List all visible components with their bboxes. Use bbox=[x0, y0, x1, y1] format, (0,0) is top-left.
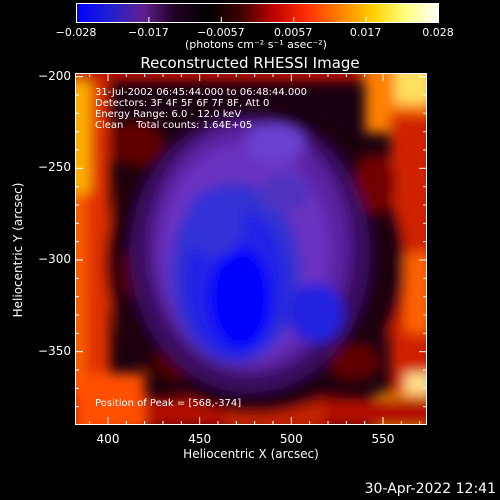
x-tick-label: 400 bbox=[96, 432, 120, 446]
colorbar bbox=[76, 3, 439, 23]
colorbar-ticks bbox=[76, 17, 439, 22]
y-tick-label: −200 bbox=[38, 68, 71, 83]
colorbar-tick-label: −0.017 bbox=[128, 26, 169, 39]
heatmap-image bbox=[75, 73, 427, 425]
info-detectors: Detectors: 3F 4F 5F 6F 7F 8F, Att 0 bbox=[95, 98, 270, 109]
info-time-range: 31-Jul-2002 06:45:44.000 to 06:48:44.000 bbox=[95, 87, 307, 98]
plot-area bbox=[75, 73, 427, 425]
x-tick-label: 500 bbox=[279, 432, 303, 446]
info-block: 31-Jul-2002 06:45:44.000 to 06:48:44.000… bbox=[95, 87, 307, 131]
y-tick-label: −250 bbox=[38, 160, 71, 175]
timestamp: 30-Apr-2022 12:41 bbox=[364, 481, 496, 497]
x-axis-title: Heliocentric X (arcsec) bbox=[183, 447, 319, 461]
colorbar-gradient bbox=[76, 3, 439, 23]
x-tick-label: 550 bbox=[371, 432, 395, 446]
plot-frame bbox=[75, 73, 427, 425]
colorbar-tick-label: 0.017 bbox=[349, 26, 382, 39]
peak-position-label: Position of Peak = [568,-374] bbox=[95, 398, 242, 409]
colorbar-unit-label: (photons cm⁻² s⁻¹ asec⁻²) bbox=[185, 38, 327, 51]
y-axis-title: Heliocentric Y (arcsec) bbox=[11, 182, 25, 318]
info-energy-range: Energy Range: 6.0 - 12.0 keV bbox=[95, 109, 242, 120]
colorbar-tick-label: −0.028 bbox=[55, 26, 97, 39]
y-tick-label: −300 bbox=[38, 252, 71, 266]
colorbar-tick-label: 0.0057 bbox=[273, 26, 313, 39]
colorbar-tick-label: 0.028 bbox=[422, 26, 454, 39]
colorbar-tick-label: −0.0057 bbox=[196, 26, 245, 39]
x-tick-label: 450 bbox=[188, 432, 212, 446]
y-tick-label: −350 bbox=[38, 343, 71, 358]
axis-ticks bbox=[75, 73, 427, 425]
chart-title: Reconstructed RHESSI Image bbox=[140, 54, 360, 72]
info-clean-counts: Clean Total counts: 1.64E+05 bbox=[95, 120, 253, 131]
